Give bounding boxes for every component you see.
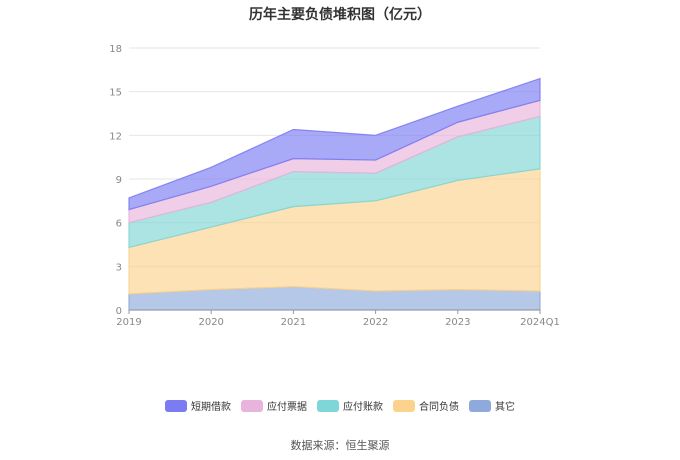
legend: 短期借款 应付票据 应付账款 合同负债 其它: [0, 398, 680, 413]
legend-swatch: [469, 399, 491, 412]
x-tick-label: 2024Q1: [520, 317, 560, 328]
legend-item[interactable]: 其它: [469, 398, 515, 413]
x-tick-label: 2020: [198, 317, 223, 328]
legend-label: 合同负债: [419, 402, 459, 413]
x-tick-label: 2021: [281, 317, 306, 328]
chart-title: 历年主要负债堆积图（亿元）: [249, 7, 431, 23]
y-tick-label: 0: [116, 306, 122, 317]
y-tick-label: 6: [116, 219, 122, 230]
legend-label: 应付票据: [267, 402, 307, 413]
legend-swatch: [241, 399, 263, 412]
legend-item[interactable]: 合同负债: [393, 398, 459, 413]
axes: 0 3 6 9 12 15 18 2019 2020 2021 2022 2023 2024Q1: [109, 44, 560, 328]
legend-swatch: [393, 399, 415, 412]
y-tick-label: 3: [116, 262, 122, 273]
area-短期借款: [128, 77, 541, 211]
y-tick-label: 9: [116, 175, 122, 186]
y-tick-label: 12: [109, 131, 122, 142]
legend-item[interactable]: 短期借款: [165, 398, 231, 413]
x-tick-label: 2023: [445, 317, 470, 328]
source-note: 数据来源：恒生聚源: [290, 439, 390, 452]
legend-item[interactable]: 应付票据: [241, 398, 307, 413]
legend-label: 其它: [495, 402, 515, 413]
x-tick-label: 2019: [116, 317, 141, 328]
y-tick-label: 15: [109, 88, 122, 99]
legend-item[interactable]: 应付账款: [317, 398, 383, 413]
area-series: [128, 77, 541, 311]
legend-label: 应付账款: [343, 402, 383, 413]
legend-swatch: [317, 399, 339, 412]
legend-swatch: [165, 399, 187, 412]
legend-label: 短期借款: [191, 402, 231, 413]
y-tick-label: 18: [109, 44, 122, 55]
x-tick-label: 2022: [363, 317, 388, 328]
